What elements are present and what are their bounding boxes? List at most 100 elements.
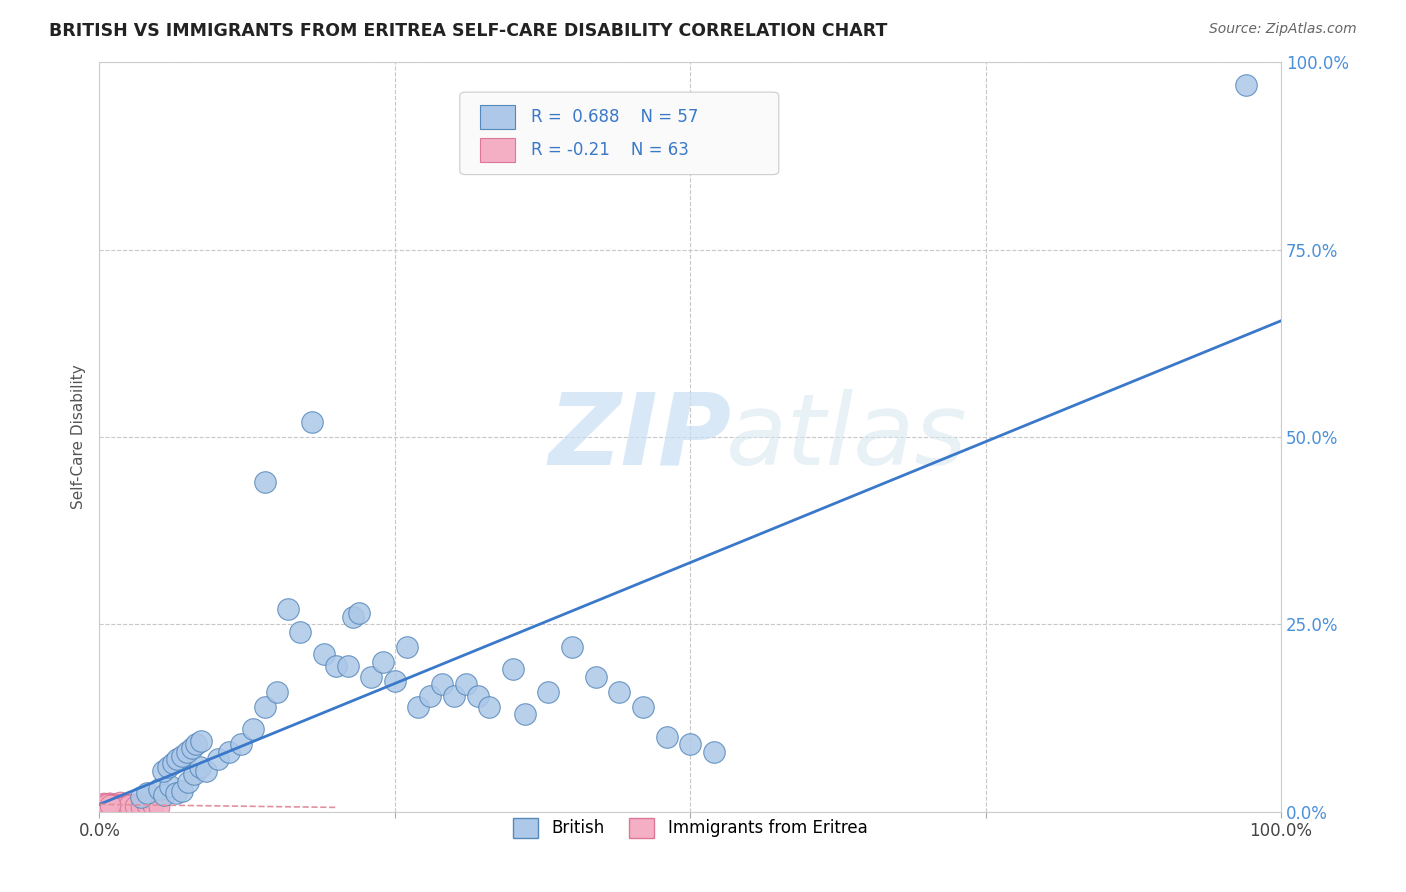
Point bbox=[218, 745, 240, 759]
FancyBboxPatch shape bbox=[479, 105, 516, 128]
Point bbox=[104, 797, 127, 811]
Point bbox=[703, 745, 725, 759]
Point bbox=[371, 655, 394, 669]
Point bbox=[129, 799, 152, 814]
Point bbox=[96, 797, 118, 811]
Point bbox=[395, 640, 418, 654]
Point bbox=[135, 786, 157, 800]
Point bbox=[360, 670, 382, 684]
Point bbox=[105, 798, 128, 813]
Point bbox=[242, 723, 264, 737]
Point bbox=[122, 797, 145, 812]
Point bbox=[91, 797, 114, 811]
Point bbox=[266, 685, 288, 699]
Point bbox=[132, 798, 155, 813]
Point bbox=[112, 799, 135, 814]
Text: R =  0.688    N = 57: R = 0.688 N = 57 bbox=[530, 108, 697, 126]
Point bbox=[135, 798, 157, 813]
Text: R = -0.21    N = 63: R = -0.21 N = 63 bbox=[530, 141, 689, 159]
Point bbox=[134, 798, 156, 813]
Point bbox=[349, 606, 371, 620]
Point bbox=[103, 797, 125, 812]
Point bbox=[129, 797, 152, 812]
Point bbox=[114, 797, 136, 812]
Point bbox=[172, 784, 194, 798]
Point bbox=[98, 798, 121, 813]
Point bbox=[231, 738, 253, 752]
Point bbox=[312, 648, 335, 662]
Point bbox=[121, 798, 143, 813]
Point bbox=[112, 797, 135, 812]
Point bbox=[127, 797, 149, 812]
Point bbox=[159, 779, 181, 793]
Point bbox=[325, 658, 347, 673]
Point bbox=[183, 767, 205, 781]
Point bbox=[136, 797, 159, 812]
Point bbox=[96, 797, 118, 812]
Y-axis label: Self-Care Disability: Self-Care Disability bbox=[72, 365, 86, 509]
Point bbox=[100, 797, 122, 812]
Point bbox=[148, 782, 170, 797]
Point bbox=[135, 798, 157, 813]
Point bbox=[585, 670, 607, 684]
Point bbox=[135, 798, 157, 813]
Point bbox=[153, 789, 176, 803]
Point bbox=[156, 760, 179, 774]
Point bbox=[115, 798, 138, 813]
Point bbox=[98, 796, 121, 810]
Point bbox=[172, 748, 194, 763]
Point bbox=[103, 798, 125, 813]
Point bbox=[277, 602, 299, 616]
Point bbox=[166, 752, 188, 766]
Text: atlas: atlas bbox=[725, 389, 967, 485]
Point bbox=[124, 798, 146, 813]
Point bbox=[188, 760, 211, 774]
Point bbox=[117, 798, 139, 813]
Point bbox=[162, 756, 184, 771]
Point bbox=[301, 415, 323, 429]
Point bbox=[118, 798, 141, 813]
Point bbox=[537, 685, 560, 699]
Point bbox=[110, 798, 132, 813]
Point bbox=[118, 797, 141, 811]
Point bbox=[97, 798, 120, 813]
Point bbox=[180, 741, 202, 756]
Point bbox=[342, 610, 364, 624]
Point bbox=[207, 752, 229, 766]
Point bbox=[176, 745, 198, 759]
Point bbox=[513, 707, 536, 722]
Point bbox=[430, 677, 453, 691]
Point bbox=[112, 798, 135, 813]
Point bbox=[1234, 78, 1257, 92]
Point bbox=[290, 624, 312, 639]
Point bbox=[107, 798, 129, 813]
Point bbox=[655, 730, 678, 744]
Point bbox=[478, 700, 501, 714]
Point bbox=[679, 738, 702, 752]
Point bbox=[139, 798, 162, 813]
Point bbox=[131, 798, 153, 813]
Point bbox=[141, 798, 163, 813]
Point bbox=[121, 798, 143, 813]
Point bbox=[129, 789, 152, 804]
FancyBboxPatch shape bbox=[479, 138, 516, 161]
Point bbox=[93, 796, 115, 810]
Point bbox=[101, 798, 124, 813]
Point bbox=[105, 799, 128, 814]
Point bbox=[631, 700, 654, 714]
Point bbox=[142, 798, 165, 813]
Point bbox=[419, 689, 441, 703]
Point bbox=[502, 662, 524, 676]
Point bbox=[125, 798, 148, 813]
Point bbox=[120, 798, 142, 813]
Point bbox=[108, 795, 131, 809]
FancyBboxPatch shape bbox=[460, 92, 779, 175]
Point bbox=[253, 700, 276, 714]
Point bbox=[177, 775, 200, 789]
Point bbox=[148, 799, 170, 814]
Point bbox=[128, 797, 150, 812]
Point bbox=[117, 797, 139, 812]
Point bbox=[138, 798, 160, 813]
Point bbox=[107, 798, 129, 813]
Point bbox=[94, 797, 117, 812]
